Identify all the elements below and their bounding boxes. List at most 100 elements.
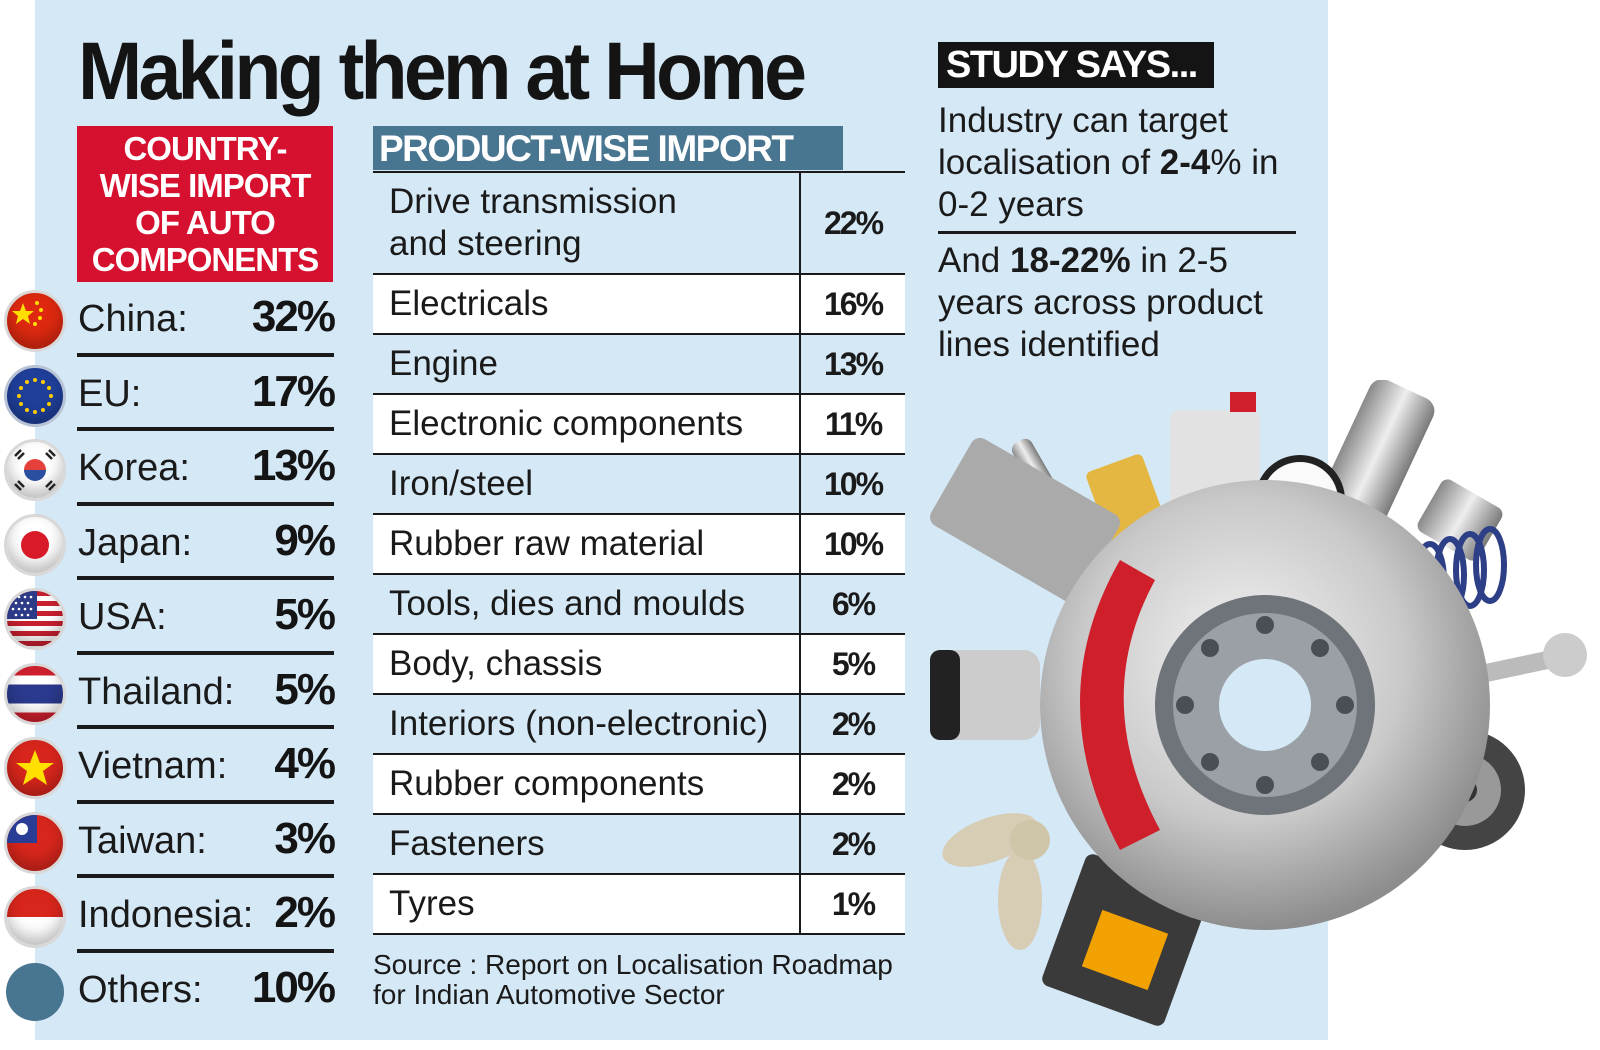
text: Industry can target localisation of [938,101,1228,182]
country-value: 32% [251,292,336,341]
china-flag-icon [4,290,66,352]
country-name: USA: [78,596,167,638]
table-row: Fasteners 2% [373,815,905,875]
country-value: 5% [274,664,336,714]
table-row: Tyres 1% [373,875,905,935]
country-section-header: COUNTRY- WISE IMPORT OF AUTO COMPONENTS [77,126,333,282]
country-name: Thailand: [78,670,235,713]
product-name: Electronic components [373,395,801,453]
product-value: 10% [823,465,884,502]
product-section-header: PRODUCT-WISE IMPORT [373,126,843,170]
country-value: 10% [251,962,336,1012]
source-line: Source : Report on Localisation Roadmap [373,949,893,980]
auto-parts-illustration [930,380,1587,1026]
product-name: Rubber components [373,755,801,813]
header-line: COUNTRY- [123,130,287,167]
product-value: 2% [831,765,876,802]
country-row-thailand: Thailand: 5% [0,655,340,729]
table-row: Engine 13% [373,335,905,395]
country-value: 13% [251,441,336,490]
text: % in 0-2 years [938,143,1279,224]
header-line: COMPONENTS [91,241,320,278]
taiwan-flag-icon [4,811,66,874]
table-row: Drive transmission and steering 22% [373,173,905,275]
divider [77,576,334,580]
product-name-line: and steering [389,224,582,263]
product-name: Interiors (non-electronic) [373,695,801,753]
table-row: Iron/steel 10% [373,455,905,515]
product-value: 1% [831,885,876,922]
table-row: Interiors (non-electronic) 2% [373,695,905,755]
country-value: 9% [274,515,336,565]
table-row: Electronic components 11% [373,395,905,455]
country-name: Others: [78,968,203,1011]
product-value: 6% [831,585,876,622]
country-row-japan: Japan: 9% [0,506,340,580]
product-name: Body, chassis [373,635,801,693]
product-value: 13% [823,345,884,382]
source-line: for Indian Automotive Sector [373,979,725,1010]
product-name: Electricals [373,275,801,333]
divider [77,874,334,878]
table-row: Rubber raw material 10% [373,515,905,575]
table-row: Electricals 16% [373,275,905,335]
product-table: Drive transmission and steering 22% Elec… [373,171,905,935]
country-name: Japan: [78,521,193,564]
country-value: 2% [274,888,336,937]
indonesia-flag-icon [4,886,66,948]
product-name: Drive transmission and steering [373,173,801,273]
others-dot-icon [6,962,64,1021]
vietnam-flag-icon [4,737,66,799]
fan-icon [942,813,1050,950]
highlight: 18-22% [1010,241,1131,280]
country-row-others: Others: 10% [0,953,340,1028]
country-row-korea: Korea: 13% [0,431,340,506]
divider [77,352,334,357]
source-note: Source : Report on Localisation Roadmap … [373,950,893,1010]
divider [77,799,334,804]
product-value: 16% [823,285,884,322]
country-row-usa: USA: 5% [0,580,340,655]
thailand-flag-icon [4,662,66,725]
country-row-indonesia: Indonesia: 2% [0,878,340,953]
product-value: 22% [823,204,884,241]
country-value: 5% [274,590,336,639]
brake-caliper-icon [1080,560,1160,850]
divider [77,948,334,953]
product-name: Fasteners [373,815,801,873]
country-name: Taiwan: [78,819,207,862]
header-line: WISE IMPORT [99,167,312,204]
product-value: 11% [824,405,883,442]
country-list: China: 32% EU: 17% Korea: 13% Japan: 9% … [0,282,340,1027]
divider [77,501,334,506]
country-row-china: China: 32% [0,282,340,357]
country-value: 17% [251,366,336,416]
study-point-1: Industry can target localisation of 2-4%… [938,100,1298,226]
table-row: Tools, dies and moulds 6% [373,575,905,635]
eu-flag-icon [4,364,66,427]
divider [77,650,334,655]
product-name-line: Drive transmission [389,182,677,221]
product-name: Tyres [373,875,801,933]
text: in 2-5 years across product lines identi… [938,241,1263,364]
alternator-icon [930,650,1040,740]
gasket-icon [930,437,1120,603]
country-name: China: [78,298,188,340]
usa-flag-icon [4,588,66,650]
korea-flag-icon [4,439,66,501]
product-value: 2% [831,825,876,862]
country-row-eu: EU: 17% [0,357,340,431]
japan-flag-icon [4,513,66,576]
page-title: Making them at Home [78,26,807,117]
study-point-2: And 18-22% in 2-5 years across product l… [938,240,1298,366]
divider [938,231,1296,234]
product-name: Engine [373,335,801,393]
table-row: Rubber components 2% [373,755,905,815]
country-name: EU: [78,372,142,415]
product-name: Tools, dies and moulds [373,575,801,633]
divider [77,725,334,729]
product-name: Iron/steel [373,455,801,513]
product-value: 10% [823,525,884,562]
table-row: Body, chassis 5% [373,635,905,695]
text: And [938,241,1010,280]
